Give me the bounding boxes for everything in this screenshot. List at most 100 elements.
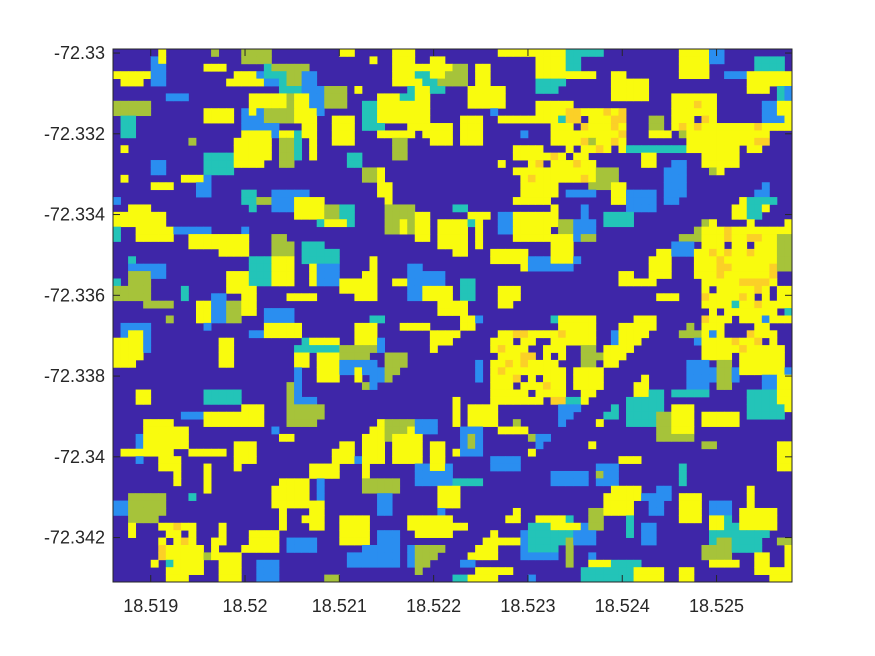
heatmap-cell [520, 167, 529, 176]
heatmap-cell [158, 211, 167, 220]
heatmap-cell [203, 241, 212, 250]
heatmap-cell [535, 389, 544, 398]
heatmap-cell [543, 226, 551, 235]
heatmap-cell [671, 115, 680, 124]
heatmap-cell [626, 189, 634, 198]
heatmap-cell [520, 197, 529, 205]
heatmap-cell [377, 419, 385, 427]
heatmap-cell [195, 174, 204, 183]
heatmap-cell [716, 537, 725, 546]
heatmap-cell [150, 263, 159, 272]
heatmap-cell [678, 182, 687, 191]
heatmap-cell [278, 485, 287, 494]
heatmap-cell [354, 359, 363, 368]
heatmap-cell [475, 219, 484, 228]
heatmap-cell [286, 433, 295, 442]
heatmap-cell [399, 100, 408, 109]
heatmap-cell [633, 322, 642, 331]
heatmap-cell [414, 115, 423, 124]
heatmap-cell [233, 285, 242, 294]
heatmap-cell [686, 71, 695, 80]
heatmap-cell [558, 337, 567, 346]
heatmap-cell [671, 433, 680, 442]
heatmap-cell [271, 204, 280, 213]
heatmap-cell [135, 234, 144, 242]
heatmap-cell [520, 130, 529, 139]
heatmap-cell [580, 234, 589, 242]
heatmap-cell [339, 456, 348, 464]
heatmap-cell [550, 211, 559, 220]
heatmap-cell [399, 426, 408, 435]
heatmap-cell [716, 226, 725, 235]
heatmap-cell [256, 123, 265, 131]
heatmap-cell [626, 493, 634, 501]
heatmap-cell [716, 559, 725, 568]
heatmap-cell [286, 315, 295, 324]
heatmap-cell [641, 396, 650, 405]
heatmap-cell [414, 211, 423, 220]
heatmap-cell [784, 448, 792, 457]
heatmap-cell [226, 108, 235, 117]
heatmap-cell [331, 574, 340, 582]
heatmap-cell [641, 278, 650, 287]
heatmap-cell [588, 71, 597, 80]
heatmap-cell [301, 404, 310, 413]
heatmap-cell [188, 137, 197, 146]
heatmap-cell [452, 500, 461, 509]
heatmap-cell [588, 537, 597, 546]
heatmap-cell [746, 248, 755, 257]
heatmap-cell [678, 515, 687, 524]
heatmap-cell [414, 552, 423, 561]
heatmap-cell [784, 463, 792, 472]
heatmap-cell [188, 448, 197, 457]
heatmap-cell [180, 411, 189, 420]
heatmap-cell [641, 204, 650, 213]
heatmap-cell [603, 174, 612, 183]
heatmap-cell [512, 219, 521, 228]
heatmap-cell [595, 382, 604, 390]
heatmap-cell [143, 515, 152, 524]
heatmap-cell [135, 263, 144, 272]
heatmap-cell [173, 537, 182, 546]
heatmap-cell [301, 123, 310, 131]
heatmap-cell [369, 293, 378, 302]
heatmap-cell [565, 219, 574, 228]
heatmap-cell [369, 345, 378, 353]
heatmap-cell [603, 567, 612, 575]
heatmap-cell [610, 115, 619, 124]
heatmap-cell [535, 382, 544, 390]
heatmap-cell [565, 544, 574, 553]
heatmap-cell [693, 500, 702, 509]
heatmap-cell [256, 537, 265, 546]
heatmap-cell [452, 204, 461, 213]
heatmap-cell [565, 226, 574, 235]
heatmap-cell [407, 544, 416, 553]
heatmap-cell [158, 71, 167, 80]
heatmap-cell [377, 441, 385, 450]
heatmap-cell [731, 293, 740, 302]
heatmap-cell [429, 478, 438, 487]
heatmap-cell [512, 463, 521, 472]
heatmap-cell [633, 278, 642, 287]
heatmap-cell [429, 78, 438, 87]
heatmap-cell [422, 470, 431, 479]
heatmap-cell [248, 78, 257, 87]
heatmap-cell [271, 197, 280, 205]
heatmap-cell [180, 293, 189, 302]
heatmap-cell [278, 433, 287, 442]
heatmap-cell [550, 396, 559, 405]
heatmap-cell [475, 63, 484, 72]
heatmap-cell [580, 226, 589, 235]
heatmap-cell [497, 456, 506, 464]
heatmap-cell [678, 574, 687, 582]
heatmap-cell [527, 544, 536, 553]
heatmap-cell [610, 359, 619, 368]
heatmap-cell [776, 374, 785, 383]
heatmap-cell [309, 211, 318, 220]
heatmap-cell [414, 78, 423, 87]
heatmap-cell [135, 345, 144, 353]
heatmap-cell [135, 271, 144, 279]
heatmap-cell [467, 322, 476, 331]
heatmap-cell [769, 197, 778, 205]
heatmap-cell [263, 567, 272, 575]
